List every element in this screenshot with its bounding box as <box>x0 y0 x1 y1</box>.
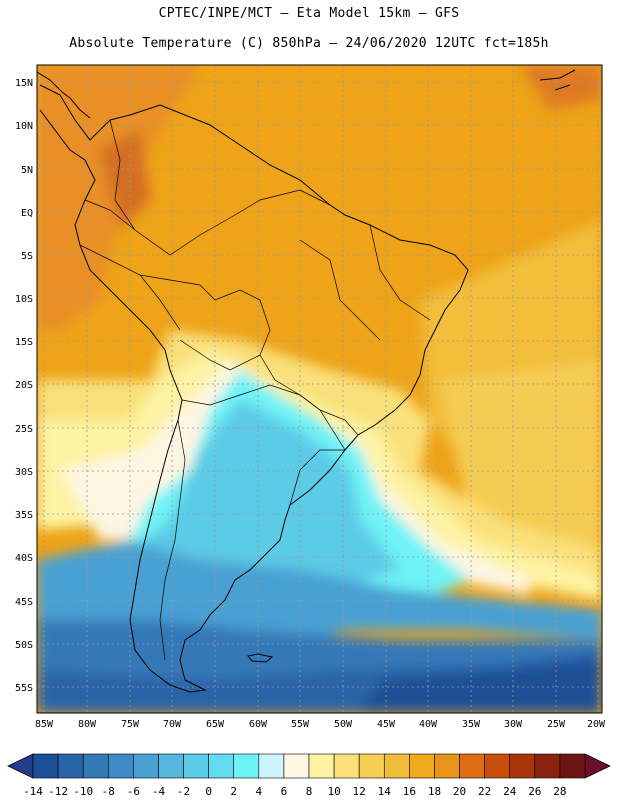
colorbar-label: 26 <box>528 785 541 798</box>
colorbar-label: -14 <box>23 785 43 798</box>
lon-label: 25W <box>547 719 566 730</box>
colorbar-swatch <box>409 753 435 779</box>
lon-label: 80W <box>78 719 97 730</box>
colorbar-swatch <box>158 753 184 779</box>
lon-label: 30W <box>504 719 523 730</box>
colorbar-swatch <box>233 753 260 779</box>
colorbar-label: -6 <box>127 785 140 798</box>
title-line-1: CPTEC/INPE/MCT – Eta Model 15km – GFS <box>158 6 460 21</box>
title-line-2: Absolute Temperature (C) 850hPa – 24/06/… <box>69 36 549 51</box>
colorbar-label: -8 <box>102 785 115 798</box>
colorbar-swatch <box>133 753 159 779</box>
lat-label: EQ <box>21 208 33 219</box>
colorbar-label: 10 <box>327 785 340 798</box>
lon-label: 50W <box>334 719 353 730</box>
colorbar-swatch <box>107 753 134 779</box>
lat-label: 5S <box>21 251 33 262</box>
colorbar-swatch <box>208 753 235 779</box>
graticule <box>37 65 602 713</box>
falkland-islands <box>247 653 274 663</box>
lat-label: 10N <box>15 121 33 132</box>
colorbar-label: -4 <box>152 785 166 798</box>
colorbar-label: 20 <box>453 785 466 798</box>
colorbar-label: 22 <box>478 785 491 798</box>
colorbar: -14 -12 -10 -8 -6 -4 -2 0 2 4 6 8 10 12 14 16 18 20 22 24 26… <box>7 753 611 798</box>
colorbar-swatch <box>32 753 59 779</box>
colorbar-label: 4 <box>256 785 263 798</box>
colorbar-label: 12 <box>353 785 366 798</box>
colorbar-swatch <box>82 753 109 779</box>
lon-label: 45W <box>377 719 396 730</box>
colorbar-min-arrow <box>7 753 34 779</box>
colorbar-label: -2 <box>177 785 190 798</box>
lat-label: 40S <box>15 553 33 564</box>
temperature-field <box>37 65 602 713</box>
colorbar-label: 28 <box>553 785 566 798</box>
lat-label: 50S <box>15 640 33 651</box>
colorbar-label: 0 <box>205 785 212 798</box>
lat-label: 30S <box>15 467 33 478</box>
lon-label: 70W <box>163 719 182 730</box>
colorbar-swatch <box>484 753 511 779</box>
lon-label: 65W <box>206 719 225 730</box>
lat-label: 20S <box>15 380 33 391</box>
lat-label: 15S <box>15 337 33 348</box>
central-america-coastline <box>37 71 91 119</box>
lon-label: 35W <box>462 719 481 730</box>
south-america-coastline <box>39 84 469 693</box>
colorbar-swatch <box>57 753 84 779</box>
colorbar-label: -12 <box>48 785 68 798</box>
lat-label: 10S <box>15 294 33 305</box>
map-frame <box>36 64 603 714</box>
colorbar-swatch <box>358 753 385 779</box>
colorbar-label: 16 <box>403 785 416 798</box>
colorbar-swatch <box>559 753 586 779</box>
lat-label: 55S <box>15 683 33 694</box>
colorbar-label: 2 <box>230 785 237 798</box>
colorbar-label: -10 <box>73 785 93 798</box>
colorbar-swatch <box>434 753 460 779</box>
colorbar-swatch <box>333 753 360 779</box>
lon-label: 55W <box>291 719 310 730</box>
colorbar-swatch <box>308 753 335 779</box>
colorbar-swatch <box>283 753 310 779</box>
lon-label: 60W <box>249 719 268 730</box>
lon-label: 40W <box>419 719 438 730</box>
lat-label: 25S <box>15 424 33 435</box>
colorbar-swatch <box>459 753 485 779</box>
latitude-axis: 15N 10N 5N EQ 5S 10S 15S 20S 25S 30S 35S… <box>15 78 33 694</box>
lat-label: 45S <box>15 597 33 608</box>
colorbar-label: 14 <box>378 785 392 798</box>
longitude-axis: 85W 80W 75W 70W 65W 60W 55W 50W 45W 40W … <box>35 719 606 730</box>
colorbar-label: 8 <box>306 785 313 798</box>
country-borders <box>79 119 431 661</box>
lon-label: 85W <box>35 719 54 730</box>
lat-label: 15N <box>15 78 33 89</box>
lon-label: 75W <box>121 719 140 730</box>
colorbar-label: 6 <box>281 785 288 798</box>
colorbar-max-arrow <box>584 753 611 779</box>
colorbar-swatch <box>383 753 410 779</box>
colorbar-label: 24 <box>503 785 517 798</box>
lat-label: 5N <box>21 165 33 176</box>
colorbar-label: 18 <box>428 785 441 798</box>
colorbar-swatch <box>183 753 209 779</box>
colorbar-swatch <box>509 753 536 779</box>
colorbar-swatch <box>534 753 561 779</box>
lat-label: 35S <box>15 510 33 521</box>
lon-label: 20W <box>587 719 606 730</box>
colorbar-swatch <box>258 753 285 779</box>
